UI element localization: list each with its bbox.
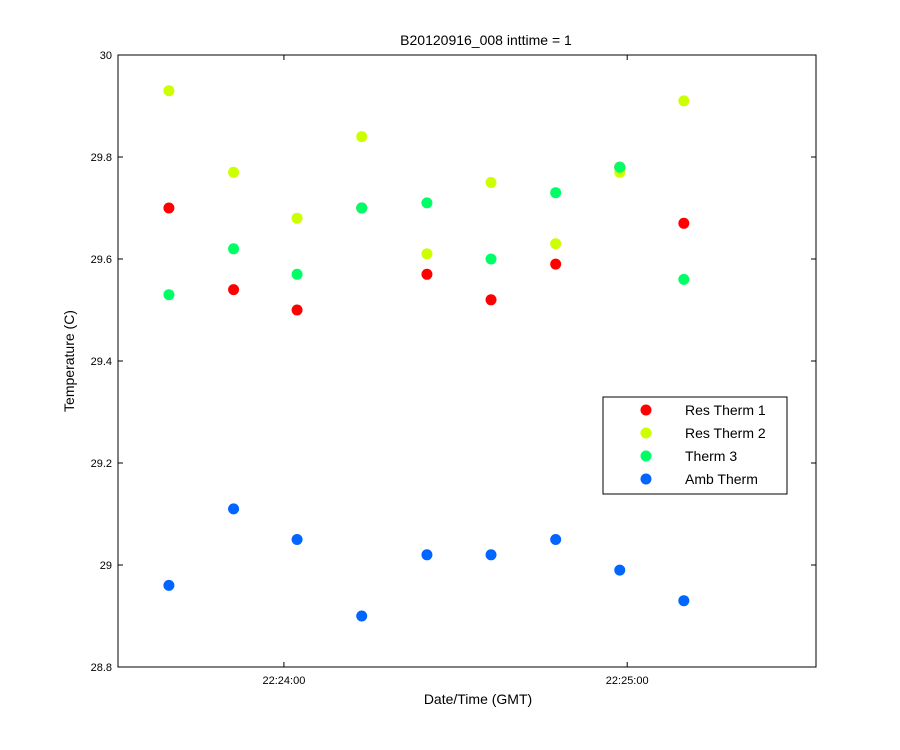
- data-point: [291, 268, 303, 280]
- legend-entry: Res Therm 1: [640, 402, 766, 418]
- data-point: [614, 564, 626, 576]
- series-amb-therm: [163, 503, 690, 622]
- data-point: [421, 197, 433, 209]
- legend-entry: Res Therm 2: [640, 425, 766, 441]
- data-point: [163, 289, 175, 301]
- legend-box: [602, 396, 788, 495]
- data-point: [228, 284, 240, 296]
- y-tick-label: 28.8: [91, 662, 112, 674]
- data-point: [485, 549, 497, 561]
- data-point: [163, 202, 175, 214]
- data-point: [228, 166, 240, 178]
- y-tick-label: 29.6: [91, 254, 112, 266]
- x-tick-label: 22:25:00: [606, 675, 649, 687]
- legend: Res Therm 1 Res Therm 2 Therm 3 Amb Therm: [602, 396, 788, 495]
- legend-marker: [640, 473, 652, 485]
- y-axis: 28.8 29 29.2 29.4 29.6 29.8 30: [91, 50, 816, 674]
- x-tick-label: 22:24:00: [263, 675, 306, 687]
- data-point: [228, 243, 240, 255]
- legend-label: Therm 3: [685, 448, 737, 464]
- y-tick-label: 29.4: [91, 356, 112, 368]
- series-res-therm-2: [163, 85, 690, 260]
- legend-marker: [640, 404, 652, 416]
- legend-label: Res Therm 1: [685, 402, 766, 418]
- data-point: [291, 534, 303, 545]
- data-point: [550, 534, 562, 545]
- data-points: [163, 85, 690, 622]
- data-point: [550, 238, 562, 250]
- legend-label: Amb Therm: [685, 471, 758, 487]
- legend-entry: Amb Therm: [640, 471, 758, 487]
- series-therm-3: [163, 161, 690, 301]
- x-axis: 22:24:00 22:25:00: [263, 55, 649, 687]
- y-tick-label: 30: [100, 50, 112, 62]
- data-point: [291, 212, 303, 224]
- data-point: [291, 304, 303, 316]
- data-point: [163, 579, 175, 591]
- legend-marker: [640, 427, 652, 439]
- data-point: [356, 610, 368, 622]
- legend-marker: [640, 450, 652, 462]
- chart-title: B20120916_008 inttime = 1: [400, 32, 572, 48]
- y-axis-label: Temperature (C): [61, 310, 77, 412]
- data-point: [356, 202, 368, 214]
- data-point: [421, 248, 433, 260]
- data-point: [678, 273, 690, 285]
- axes-frame: [117, 54, 817, 668]
- data-point: [163, 85, 175, 97]
- data-point: [550, 187, 562, 199]
- legend-label: Res Therm 2: [685, 425, 766, 441]
- data-point: [356, 131, 368, 143]
- data-point: [614, 161, 626, 173]
- data-point: [678, 95, 690, 107]
- data-point: [550, 258, 562, 270]
- data-point: [485, 294, 497, 306]
- plot-area: 28.8 29 29.2 29.4 29.6 29.8 30 22:24:00 22:25:0…: [91, 50, 817, 687]
- data-point: [678, 217, 690, 229]
- x-axis-label: Date/Time (GMT): [424, 691, 532, 707]
- data-point: [228, 503, 240, 515]
- y-tick-label: 29.2: [91, 458, 112, 470]
- data-point: [421, 549, 433, 561]
- data-point: [485, 177, 497, 188]
- legend-entry: Therm 3: [640, 448, 737, 464]
- data-point: [678, 595, 690, 607]
- y-tick-label: 29: [100, 560, 112, 572]
- data-point: [421, 268, 433, 280]
- data-point: [485, 253, 497, 265]
- y-tick-label: 29.8: [91, 152, 112, 164]
